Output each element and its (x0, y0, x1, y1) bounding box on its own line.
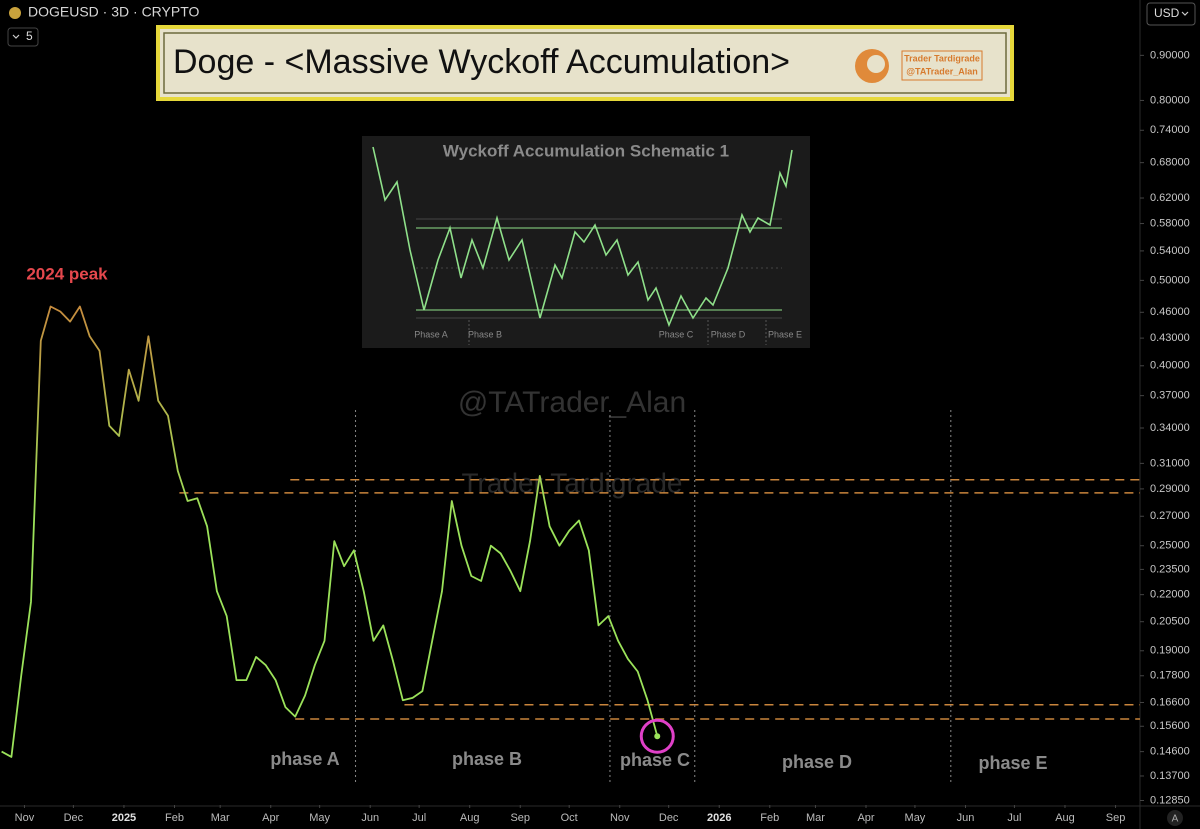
x-tick-label: 2026 (707, 812, 731, 824)
y-tick-label: 0.40000 (1150, 360, 1190, 372)
y-tick-label: 0.15600 (1150, 720, 1190, 732)
y-tick-label: 0.74000 (1150, 124, 1190, 136)
phase-label: phase B (452, 749, 522, 769)
x-tick-label: Nov (610, 812, 630, 824)
y-tick-label: 0.22000 (1150, 589, 1190, 601)
y-tick-label: 0.43000 (1150, 332, 1190, 344)
y-tick-label: 0.62000 (1150, 192, 1190, 204)
y-tick-label: 0.12850 (1150, 794, 1190, 806)
x-tick-label: Jun (361, 812, 379, 824)
y-tick-label: 0.25000 (1150, 540, 1190, 552)
currency: USD (1154, 6, 1180, 20)
x-tick-label: Mar (211, 812, 230, 824)
x-tick-label: Apr (857, 812, 874, 824)
phase-label: phase A (270, 749, 339, 769)
x-tick-label: May (905, 812, 926, 824)
inset-bg (362, 136, 810, 348)
x-tick-label: Dec (64, 812, 84, 824)
symbol-logo (9, 7, 21, 19)
inset: Wyckoff Accumulation Schematic 1 Phase A… (362, 136, 810, 348)
y-tick-label: 0.16600 (1150, 696, 1190, 708)
x-tick-label: Apr (262, 812, 279, 824)
x-tick-label: Sep (510, 812, 530, 824)
phase-label: phase C (620, 750, 690, 770)
y-tick-label: 0.27000 (1150, 510, 1190, 522)
y-tick-label: 0.54000 (1150, 245, 1190, 257)
y-tick-label: 0.68000 (1150, 157, 1190, 169)
watermark: @TATrader_Alan (458, 386, 686, 419)
brand-name: Trader Tardigrade (904, 53, 980, 63)
y-tick-label: 0.31000 (1150, 457, 1190, 469)
interval-count: 5 (26, 29, 33, 43)
inset-phase: Phase C (659, 329, 694, 339)
scale-mode: A (1172, 814, 1179, 825)
brand-handle: @TATrader_Alan (906, 66, 977, 76)
x-tick-label: Mar (806, 812, 825, 824)
phase-label: phase D (782, 752, 852, 772)
y-tick-label: 0.19000 (1150, 645, 1190, 657)
chevron (1181, 11, 1189, 16)
y-tick-label: 0.80000 (1150, 94, 1190, 106)
interval-box[interactable] (7, 27, 39, 47)
watermark: Trader Tardigrade (461, 467, 682, 498)
inset-line (372, 146, 793, 328)
last-point (654, 733, 661, 740)
x-tick-label: Feb (760, 812, 779, 824)
inset-phase: Phase B (468, 329, 502, 339)
y-tick-label: 0.29000 (1150, 483, 1190, 495)
x-tick-label: Jul (1007, 812, 1021, 824)
x-tick-label: Nov (15, 812, 35, 824)
price-line (1, 305, 659, 758)
brand-logo (867, 55, 885, 73)
x-tick-label: May (309, 812, 330, 824)
y-tick-label: 0.58000 (1150, 217, 1190, 229)
annotation: 2024 peak (26, 264, 108, 283)
brand-box (901, 50, 983, 81)
y-tick-label: 0.17800 (1150, 670, 1190, 682)
x-tick-label: Aug (460, 812, 480, 824)
y-tick-label: 0.46000 (1150, 306, 1190, 318)
y-tick-label: 0.23500 (1150, 563, 1190, 575)
y-tick-label: 0.20500 (1150, 616, 1190, 628)
x-tick-label: Feb (165, 812, 184, 824)
symbol-title: DOGEUSD · 3D · CRYPTO (28, 4, 200, 20)
inset-phase: Phase D (711, 329, 746, 339)
chevron (12, 34, 20, 39)
banner-inner (163, 32, 1007, 94)
phase-label: phase E (978, 753, 1047, 773)
x-tick-label: Aug (1055, 812, 1075, 824)
scale-mode-button[interactable] (1167, 810, 1183, 826)
banner-title: Doge - <Massive Wyckoff Accumulation> (173, 43, 790, 81)
y-tick-label: 0.34000 (1150, 422, 1190, 434)
x-tick-label: 2025 (112, 812, 136, 824)
inset-phase: Phase E (768, 329, 802, 339)
y-tick-label: 0.50000 (1150, 274, 1190, 286)
inset-title: Wyckoff Accumulation Schematic 1 (443, 141, 729, 160)
x-tick-label: Oct (561, 812, 578, 824)
highlight-ring (639, 718, 675, 754)
y-tick-label: 0.14600 (1150, 746, 1190, 758)
x-tick-label: Jun (957, 812, 975, 824)
y-tick-label: 0.37000 (1150, 390, 1190, 402)
y-tick-label: 0.90000 (1150, 49, 1190, 61)
x-tick-label: Dec (659, 812, 679, 824)
inset-phase: Phase A (414, 329, 448, 339)
x-tick-label: Sep (1106, 812, 1126, 824)
x-tick-label: Jul (412, 812, 426, 824)
y-tick-label: 0.13700 (1150, 770, 1190, 782)
currency-box[interactable] (1146, 2, 1196, 26)
